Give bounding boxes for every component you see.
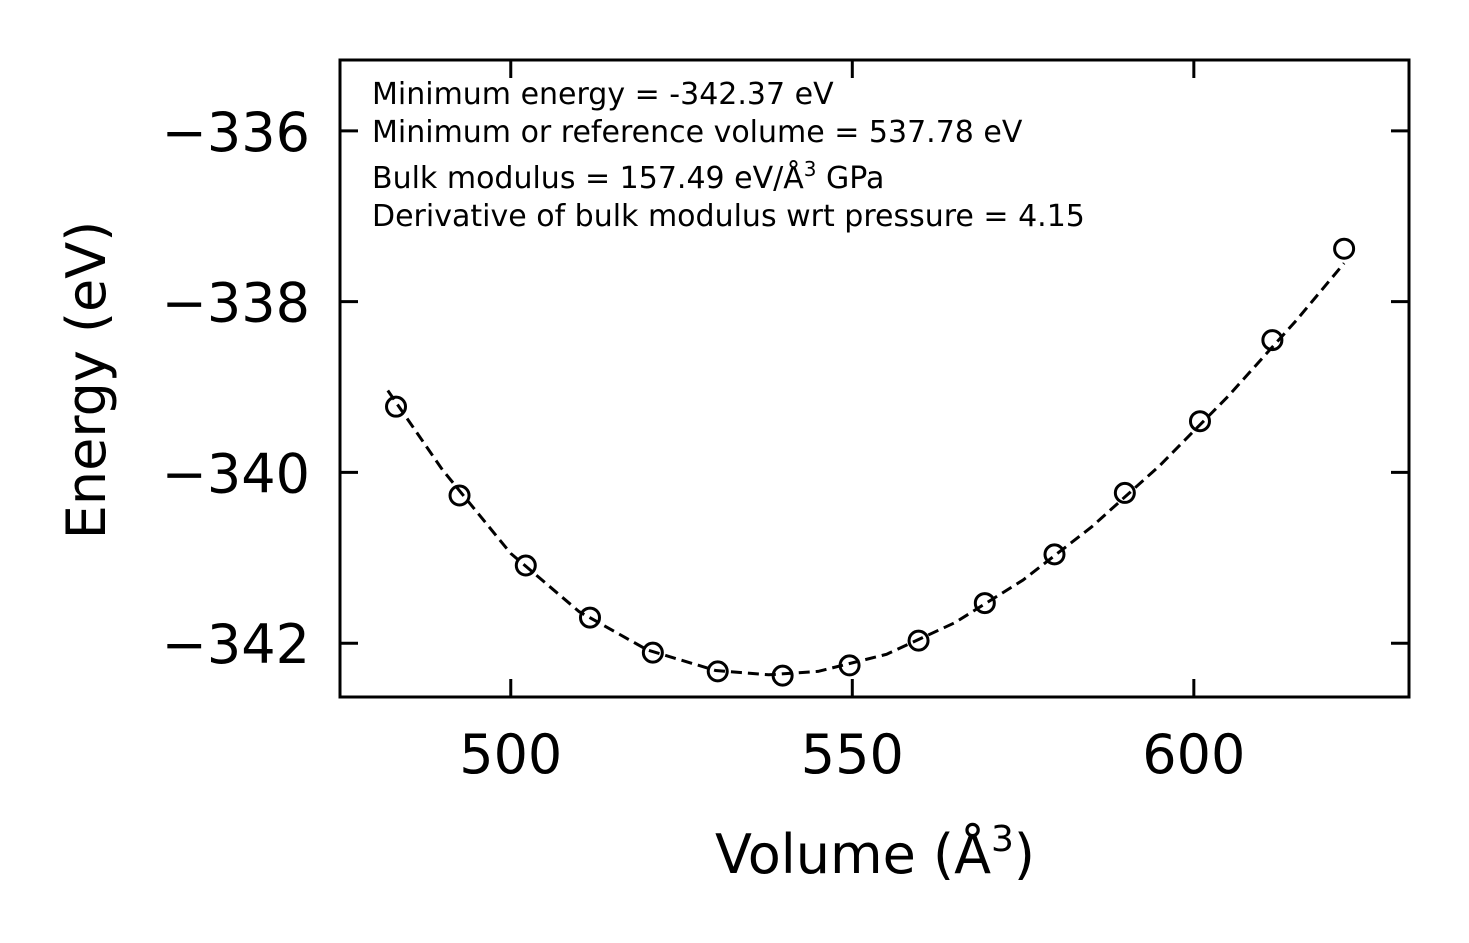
data-point [385, 395, 408, 418]
y-tick-label: −342 [162, 613, 310, 676]
data-point [641, 641, 664, 664]
data-point [973, 592, 996, 615]
y-axis-label: Energy (eV) [55, 221, 118, 540]
annotation-bulk-modulus-main: Bulk modulus = 157.49 eV/Å [372, 160, 804, 196]
data-point [1333, 237, 1356, 260]
x-tick-label: 550 [801, 723, 904, 786]
annotation-bulk-modulus-derivative: Derivative of bulk modulus wrt pressure … [372, 199, 1085, 234]
points-layer [385, 237, 1356, 687]
data-point [907, 629, 930, 652]
data-point [1188, 410, 1211, 433]
x-axis-label: Volume (Å3) [715, 819, 1035, 886]
x-axis-label-sup: 3 [991, 819, 1014, 860]
fit-curve [386, 262, 1346, 677]
data-point [706, 660, 729, 683]
y-tick-label: −338 [162, 272, 310, 335]
data-point [448, 484, 471, 507]
x-axis-label-end: ) [1014, 823, 1035, 886]
ticks-layer: 500 550 600 −336 −338 −340 −342 [162, 60, 1409, 786]
data-point [771, 664, 794, 687]
x-tick-label: 500 [459, 723, 562, 786]
data-point [838, 654, 861, 677]
x-tick-label: 600 [1142, 723, 1245, 786]
data-point [514, 554, 537, 577]
annotation-min-volume: Minimum or reference volume = 537.78 eV [372, 115, 1023, 150]
data-point [1043, 543, 1066, 566]
y-tick-label: −340 [162, 442, 310, 505]
data-point [579, 606, 602, 629]
annotation-bulk-modulus: Bulk modulus = 157.49 eV/Å3 GPa [372, 157, 884, 196]
annotation-bulk-modulus-sup: 3 [804, 157, 817, 181]
plot-frame [338, 58, 1411, 699]
data-point [1113, 481, 1136, 504]
x-axis-label-main: Volume (Å [715, 822, 991, 886]
annotation-bulk-modulus-unit: GPa [817, 161, 885, 196]
annotation-min-energy: Minimum energy = -342.37 eV [372, 77, 834, 112]
data-point [1261, 329, 1284, 352]
y-tick-label: −336 [162, 101, 310, 164]
fit-layer [386, 262, 1346, 677]
